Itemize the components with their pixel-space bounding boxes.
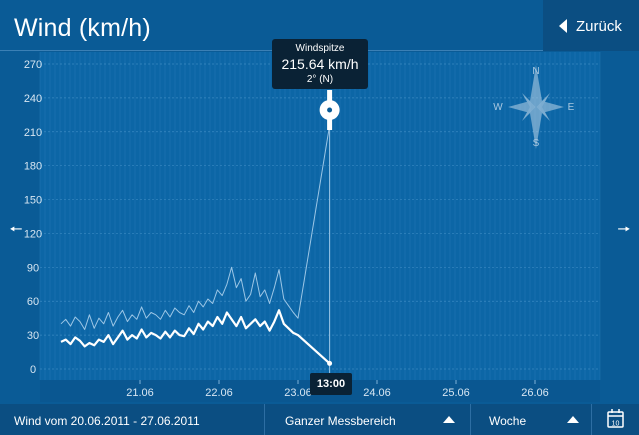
time-badge: 13:00 (310, 373, 352, 395)
chart-series (60, 125, 331, 365)
compass-e-label: E (568, 102, 575, 113)
y-tick-label: 90 (27, 262, 39, 274)
back-button[interactable]: Zurück (543, 0, 639, 51)
compass-icon: N S W E (493, 65, 575, 149)
y-tick-label: 210 (24, 127, 42, 139)
x-tick-label: 23.06 (284, 387, 312, 399)
period-select[interactable]: Woche (471, 404, 591, 435)
calendar-button[interactable]: 10 (592, 404, 639, 435)
x-tick-label: 26.06 (521, 387, 549, 399)
y-tick-label: 0 (30, 364, 36, 376)
gust-series-line (60, 125, 331, 330)
footer-bar: Wind vom 20.06.2011 - 27.06.2011 Ganzer … (0, 404, 639, 435)
peak-pin-dot (327, 107, 333, 113)
peak-tooltip: Windspitze 215.64 km/h 2° (N) (272, 39, 368, 89)
tooltip-value: 215.64 km/h (281, 56, 359, 72)
x-tick-label: 21.06 (126, 387, 154, 399)
compass-s-label: S (533, 138, 540, 149)
period-select-value: Woche (489, 414, 527, 428)
chevron-up-icon (567, 416, 579, 423)
wind-chart[interactable]: 0 30 60 90 120 150 180 210 240 270 21.06 22.06 23.0… (0, 52, 639, 404)
compass-south-ray (530, 107, 542, 149)
back-button-label: Zurück (576, 18, 622, 35)
average-series-line (60, 309, 331, 365)
y-tick-label: 60 (27, 296, 39, 308)
previous-week-button[interactable]: 🠔 (6, 220, 26, 240)
y-axis: 0 30 60 90 120 150 180 210 240 270 (24, 59, 42, 376)
footer-divider (264, 404, 265, 435)
chevron-up-icon (443, 416, 455, 423)
calendar-icon: 10 (607, 409, 624, 428)
range-select[interactable]: Ganzer Messbereich (265, 404, 470, 435)
compass-se-ray (536, 107, 550, 121)
average-point (327, 360, 333, 366)
peak-pin-top (327, 90, 333, 104)
footer-divider (470, 404, 471, 435)
x-tick-label: 24.06 (363, 387, 391, 399)
compass-sw-ray (522, 107, 536, 121)
x-tick-label: 25.06 (442, 387, 470, 399)
calendar-day: 10 (612, 421, 620, 428)
arrow-left-icon: 🠔 (9, 221, 23, 238)
date-range-label: Wind vom 20.06.2011 - 27.06.2011 (14, 414, 200, 428)
compass-w-label: W (493, 102, 503, 113)
range-select-value: Ganzer Messbereich (285, 414, 396, 428)
back-arrow-icon (559, 19, 567, 33)
compass-nw-ray (522, 93, 536, 107)
y-tick-label: 30 (27, 330, 39, 342)
tooltip-direction: 2° (N) (306, 74, 334, 85)
y-tick-label: 150 (24, 195, 42, 207)
peak-pin-bottom (327, 114, 333, 130)
compass-ne-ray (536, 93, 550, 107)
compass-n-label: N (532, 66, 539, 77)
y-tick-label: 180 (24, 161, 42, 173)
footer-divider (591, 404, 592, 435)
compass-north-ray (530, 65, 542, 107)
tooltip-title: Windspitze (295, 43, 345, 54)
x-tick-label: 22.06 (205, 387, 233, 399)
page-title: Wind (km/h) (14, 14, 151, 42)
wind-peak-marker (319, 90, 340, 374)
y-tick-label: 270 (24, 59, 42, 71)
chart-grid (39, 52, 601, 380)
y-tick-label: 120 (24, 228, 42, 240)
arrow-right-icon: 🠖 (617, 221, 631, 238)
next-week-button[interactable]: 🠖 (614, 220, 634, 240)
y-tick-label: 240 (24, 93, 42, 105)
